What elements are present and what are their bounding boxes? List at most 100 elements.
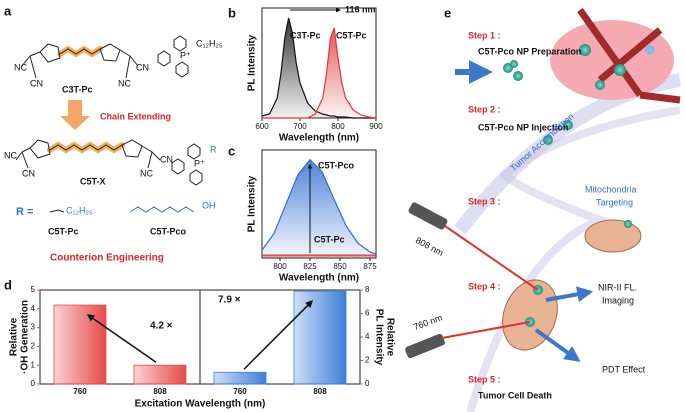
mitochondria [502,279,558,351]
bar [133,364,187,385]
phenyl-rings [171,143,203,186]
series-label: C3T-Pc [290,30,321,40]
y2-tick-label: 0 [365,379,370,388]
x-tick-label: 808 [153,387,167,396]
x-tick-label: 600 [255,122,269,131]
laser-label: 760 nm [412,312,444,332]
y-axis-label: PL Intensity [247,34,258,91]
step-label: Step 5 : [468,374,501,384]
panel-a: NC CN NC CN P⁺ C₁₂H₂₅ C3T-Pc Chain Exten… [4,35,223,264]
annotation: 4.2 × [150,321,173,332]
atom: P⁺ [180,50,191,60]
x-tick-label: 760 [233,387,247,396]
line [262,27,377,119]
molecule-name: C3T-Pc [62,84,93,94]
atom: C₁₂H₂₅ [196,38,223,48]
y-axis-label: Relative [9,317,20,356]
bar [213,371,267,385]
atom: CN [30,78,43,88]
y2-tick-label: 6 [365,309,370,318]
blood-vessel [577,7,681,104]
panel-label: b [228,5,236,20]
atom: NC [4,150,17,160]
x-axis-label: Wavelength (nm) [279,273,359,284]
mitochondria [584,219,642,253]
y2-axis-label: Relative [384,318,395,357]
x-axis-label: Excitation Wavelength (nm) [135,399,266,410]
panel-label: d [4,277,12,292]
atom: CN [136,62,149,72]
atom: R [210,144,217,154]
y-axis-label: ·OH Generation [20,300,31,374]
panel-label: e [444,5,451,20]
atom: P⁺ [194,158,205,168]
atom: CN [160,154,173,164]
atom: CN [22,168,35,178]
panel-e: Step 1 : C5T-Pco NP Preparation Step 2 :… [405,7,682,412]
series-label: C5T-Pc [314,234,345,244]
line [261,158,377,255]
atom: C₁₂H₂₅ [66,205,93,215]
x-axis-label: Wavelength (nm) [279,133,359,144]
y-tick-label: 2 [31,342,36,351]
atom: OH [202,200,216,210]
bond [129,206,195,213]
x-tick-label: 825 [303,262,317,271]
arrow [60,100,90,130]
y2-tick-label: 8 [365,285,370,294]
r-option: C5T-Pc [48,226,79,236]
area [262,159,376,258]
membrane [466,106,681,412]
molecule-name: C5T-X [80,176,106,186]
laser [408,202,448,230]
x-tick-label: 800 [273,262,287,271]
step-label: Step 1 : [468,30,501,40]
step-label: Step 3 : [468,196,501,206]
series-label: C5T-Pc [336,30,367,40]
step-text: Chain Extending [100,111,171,121]
annotation: 7.9 × [218,295,241,306]
atom: NC [118,78,131,88]
x-tick-label: 760 [73,387,87,396]
x-tick-label: 700 [293,122,307,131]
laser [405,333,445,359]
arrow [545,286,594,303]
panel-label: c [228,143,235,158]
process-label: Mitochondria [585,184,637,194]
annotation-arrow [86,314,157,363]
y-tick-label: 1 [31,360,36,369]
y-tick-label: 5 [31,285,36,294]
y-tick-label: 4 [31,304,36,313]
phenyl-rings [157,35,189,78]
area [262,18,376,118]
bond [49,209,65,213]
step-label: Step 4 : [468,281,501,291]
molecule [21,43,139,79]
molecule [15,139,161,169]
y-tick-label: 3 [31,323,36,332]
arrow [534,328,581,362]
process-label: NIR-II FL. [598,282,637,292]
process-label: Imaging [602,295,634,305]
laser-beam [444,225,539,291]
x-tick-label: 900 [369,122,383,131]
x-tick-label: 850 [333,262,347,271]
process-label: Targeting [596,197,633,207]
laser-beam [441,321,531,339]
y2-tick-label: 2 [365,356,370,365]
annotation-arrow [243,300,314,370]
step-text: C5T-Pco NP Preparation [478,46,581,56]
r-prefix: R = [16,206,33,218]
panel-label: a [4,3,12,18]
atom: NC [140,168,153,178]
process-label: PDT Effect [602,364,646,374]
r-option: C5T-Pco [150,226,187,236]
bar [53,304,107,385]
step-label: Step 2 : [468,104,501,114]
y2-tick-label: 4 [365,332,370,341]
step-text: C5T-Pco NP Injection [478,122,568,132]
y2-axis-label: PL Intensity [373,309,384,366]
laser-label: 808 nm [414,235,445,258]
x-tick-label: 875 [363,262,377,271]
annotation: 116 nm [345,4,376,14]
